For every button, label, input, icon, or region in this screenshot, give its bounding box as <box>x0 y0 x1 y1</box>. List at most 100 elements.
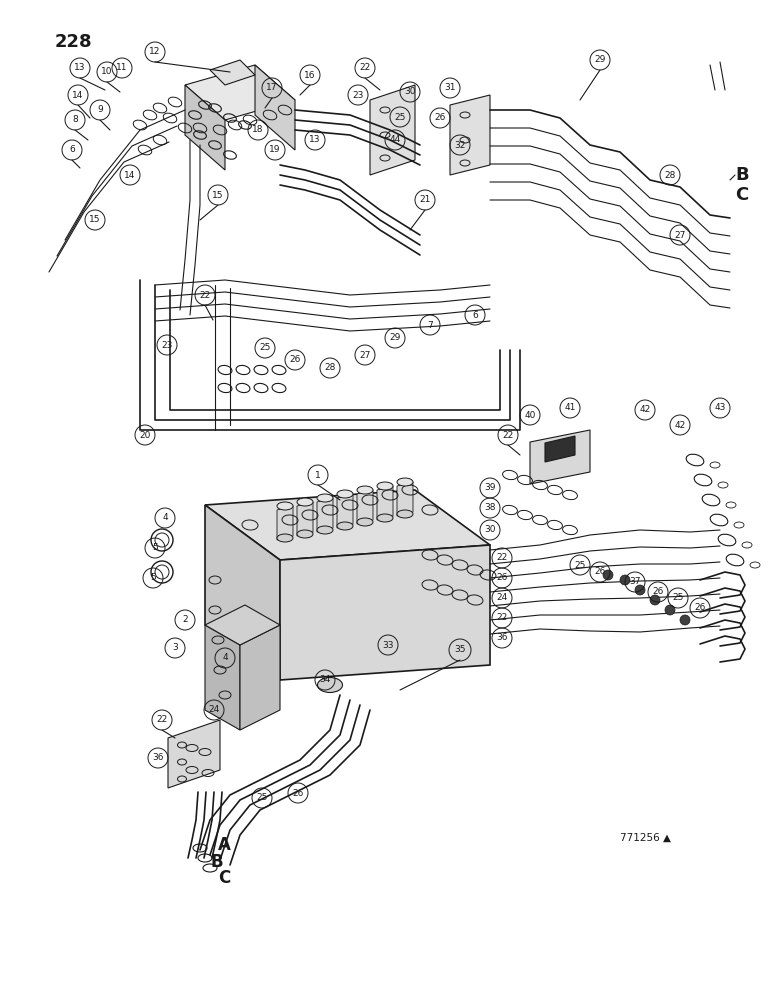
Text: 38: 38 <box>484 504 496 512</box>
Polygon shape <box>317 498 333 532</box>
Circle shape <box>635 585 645 595</box>
Text: 22: 22 <box>496 613 508 622</box>
Text: 27: 27 <box>674 231 686 239</box>
Text: 25: 25 <box>259 344 271 353</box>
Ellipse shape <box>317 526 333 534</box>
Polygon shape <box>205 625 240 730</box>
Text: 30: 30 <box>484 526 496 534</box>
Polygon shape <box>530 430 590 484</box>
Polygon shape <box>255 65 295 150</box>
Text: 41: 41 <box>564 403 576 412</box>
Text: 36: 36 <box>152 754 164 762</box>
Text: 40: 40 <box>524 410 536 420</box>
Text: 35: 35 <box>454 646 466 654</box>
Polygon shape <box>277 506 293 540</box>
Text: 28: 28 <box>665 170 676 180</box>
Ellipse shape <box>397 478 413 486</box>
Polygon shape <box>370 85 415 175</box>
Text: 3: 3 <box>172 644 178 652</box>
Text: 4: 4 <box>222 654 228 662</box>
Text: 10: 10 <box>101 68 113 77</box>
Circle shape <box>680 615 690 625</box>
Text: 31: 31 <box>444 84 455 93</box>
Text: 25: 25 <box>672 593 684 602</box>
Ellipse shape <box>297 498 313 506</box>
Text: 39: 39 <box>484 484 496 492</box>
Text: 15: 15 <box>90 216 101 225</box>
Text: 20: 20 <box>139 430 151 440</box>
Text: 26: 26 <box>435 113 445 122</box>
Text: 26: 26 <box>594 568 606 576</box>
Ellipse shape <box>357 486 373 494</box>
Ellipse shape <box>337 522 353 530</box>
Circle shape <box>650 595 660 605</box>
Text: 22: 22 <box>503 430 513 440</box>
Text: 2: 2 <box>182 615 188 624</box>
Text: 28: 28 <box>324 363 336 372</box>
Polygon shape <box>280 545 490 680</box>
Polygon shape <box>545 436 575 462</box>
Text: 22: 22 <box>360 64 371 73</box>
Text: 23: 23 <box>161 340 173 350</box>
Text: 36: 36 <box>496 634 508 643</box>
Polygon shape <box>240 625 280 730</box>
Text: 5: 5 <box>152 544 158 552</box>
Text: 44: 44 <box>389 135 401 144</box>
Text: 6: 6 <box>69 145 75 154</box>
Circle shape <box>603 570 613 580</box>
Text: 22: 22 <box>199 290 211 300</box>
Text: 43: 43 <box>714 403 726 412</box>
Text: 33: 33 <box>382 641 394 650</box>
Polygon shape <box>205 505 280 680</box>
Circle shape <box>665 605 675 615</box>
Text: 15: 15 <box>212 190 224 200</box>
Text: 34: 34 <box>320 676 330 684</box>
Ellipse shape <box>277 502 293 510</box>
Ellipse shape <box>357 518 373 526</box>
Ellipse shape <box>337 490 353 498</box>
Text: 25: 25 <box>574 560 586 570</box>
Polygon shape <box>168 720 220 788</box>
Text: 25: 25 <box>256 794 268 802</box>
Text: 4: 4 <box>162 514 168 522</box>
Text: 29: 29 <box>389 334 401 342</box>
Text: 22: 22 <box>157 716 168 724</box>
Text: 26: 26 <box>290 356 300 364</box>
Polygon shape <box>185 85 225 170</box>
Text: 12: 12 <box>149 47 161 56</box>
Text: 228: 228 <box>55 33 93 51</box>
Text: 1: 1 <box>315 471 321 480</box>
Ellipse shape <box>377 482 393 490</box>
Text: 29: 29 <box>594 55 606 64</box>
Polygon shape <box>205 605 280 645</box>
Text: 14: 14 <box>73 91 83 100</box>
Polygon shape <box>357 490 373 524</box>
Text: 14: 14 <box>124 170 136 180</box>
Text: 18: 18 <box>252 125 264 134</box>
Polygon shape <box>397 482 413 516</box>
Text: 23: 23 <box>352 91 364 100</box>
Polygon shape <box>450 95 490 175</box>
Text: C: C <box>218 869 230 887</box>
Text: 26: 26 <box>496 574 508 582</box>
Ellipse shape <box>377 514 393 522</box>
Ellipse shape <box>297 530 313 538</box>
Text: 16: 16 <box>304 70 316 80</box>
Text: 25: 25 <box>394 112 406 121</box>
Text: 17: 17 <box>266 84 278 93</box>
Text: 30: 30 <box>405 88 416 97</box>
Text: 7: 7 <box>427 320 433 330</box>
Polygon shape <box>337 494 353 528</box>
Text: B: B <box>735 166 749 184</box>
Text: 37: 37 <box>629 578 641 586</box>
Text: 9: 9 <box>97 105 103 114</box>
Text: 22: 22 <box>496 554 508 562</box>
Ellipse shape <box>317 678 343 692</box>
Polygon shape <box>377 486 393 520</box>
Text: 6: 6 <box>472 310 478 320</box>
Polygon shape <box>297 502 313 536</box>
Text: 27: 27 <box>359 351 371 360</box>
Text: 42: 42 <box>639 406 651 414</box>
Ellipse shape <box>397 510 413 518</box>
Text: 13: 13 <box>74 64 86 73</box>
